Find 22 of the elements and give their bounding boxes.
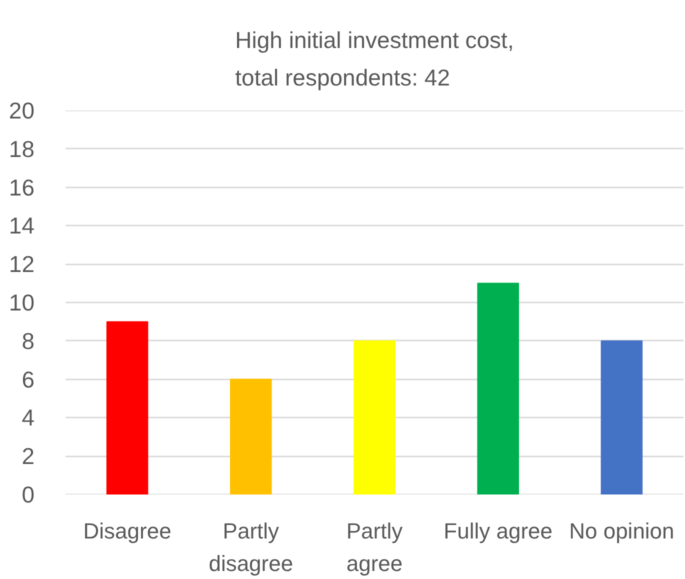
- x-tick-label: Partly agree: [346, 518, 403, 576]
- y-tick-label: 16: [8, 174, 35, 200]
- chart-title: High initial investment cost, total respondents: 42: [235, 26, 514, 90]
- y-tick-label: 20: [8, 98, 35, 124]
- y-tick-label: 10: [8, 290, 35, 316]
- y-tick-label: 2: [22, 443, 35, 470]
- x-tick-label: Partly disagree: [208, 518, 294, 576]
- x-tick-label: No opinion: [569, 518, 674, 544]
- x-tick-label: Fully agree: [444, 518, 553, 544]
- y-tick-label: 14: [8, 212, 35, 239]
- bar: [600, 340, 643, 494]
- y-tick-label: 4: [22, 404, 35, 431]
- bar: [354, 340, 396, 494]
- bar: [477, 282, 519, 494]
- bar: [230, 378, 272, 494]
- y-tick-label: 12: [8, 251, 35, 278]
- y-tick-label: 8: [22, 328, 35, 354]
- y-tick-label: 18: [8, 136, 35, 162]
- y-tick-label: 6: [22, 366, 35, 392]
- bar: [106, 321, 148, 494]
- x-tick-label: Disagree: [83, 518, 172, 544]
- y-tick-label: 0: [22, 482, 35, 508]
